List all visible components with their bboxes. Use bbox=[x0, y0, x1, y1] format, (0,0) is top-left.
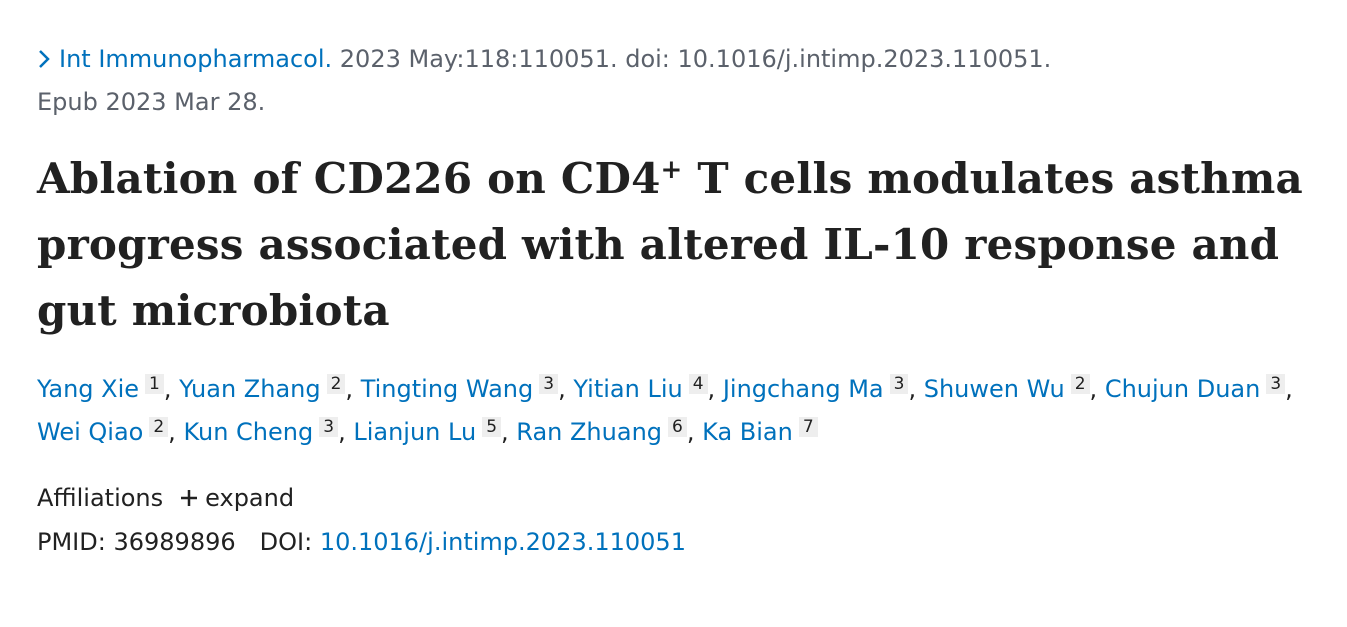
chevron-icon bbox=[39, 50, 50, 68]
author-link[interactable]: Tingting Wang bbox=[360, 375, 534, 403]
affiliation-number[interactable]: 4 bbox=[688, 374, 708, 394]
author-link[interactable]: Shuwen Wu bbox=[923, 375, 1065, 403]
author-link[interactable]: Jingchang Ma bbox=[722, 375, 884, 403]
epub-date: Epub 2023 Mar 28. bbox=[37, 88, 266, 116]
author-link[interactable]: Ran Zhuang bbox=[516, 418, 663, 446]
author-link[interactable]: Wei Qiao bbox=[37, 418, 144, 446]
affiliation-number[interactable]: 3 bbox=[1266, 374, 1286, 394]
affiliation-number[interactable]: 2 bbox=[326, 374, 346, 394]
title-text: T cells modulates asthma progress associ… bbox=[37, 154, 1303, 335]
affiliation-number[interactable]: 5 bbox=[482, 417, 502, 437]
author-link[interactable]: Lianjun Lu bbox=[353, 418, 477, 446]
title-superscript: + bbox=[660, 155, 683, 185]
identifiers: PMID: 36989896 DOI: 10.1016/j.intimp.2023… bbox=[37, 520, 1327, 564]
affiliation-number[interactable]: 3 bbox=[539, 374, 559, 394]
pmid: 36989896 bbox=[113, 528, 236, 556]
separator: , bbox=[707, 375, 716, 403]
affiliation-number[interactable]: 6 bbox=[668, 417, 687, 437]
author-link[interactable]: Yang Xie bbox=[37, 375, 140, 403]
affiliation-number[interactable]: 2 bbox=[149, 417, 169, 437]
separator: , bbox=[1285, 375, 1293, 403]
author-link[interactable]: Yuan Zhang bbox=[179, 375, 321, 403]
affiliation-number[interactable]: 2 bbox=[1070, 374, 1090, 394]
separator: , bbox=[338, 418, 346, 446]
citation-details: 2023 May:118:110051. doi: 10.1016/j.inti… bbox=[339, 45, 1052, 73]
separator: , bbox=[908, 375, 917, 403]
author-list: Yang Xie 1, Yuan Zhang 2, Tingting Wang 3, … bbox=[37, 368, 1327, 454]
journal-link[interactable]: Int Immunopharmacol. bbox=[59, 45, 333, 73]
separator: , bbox=[168, 418, 176, 446]
separator: , bbox=[558, 375, 566, 403]
affiliations-label: Affiliations bbox=[37, 484, 164, 512]
separator: , bbox=[1089, 375, 1098, 403]
separator: , bbox=[345, 375, 354, 403]
separator: , bbox=[163, 375, 172, 403]
author-link[interactable]: Ka Bian bbox=[702, 418, 793, 446]
author-link[interactable]: Kun Cheng bbox=[183, 418, 314, 446]
doi-label: DOI: bbox=[259, 528, 313, 556]
separator: , bbox=[501, 418, 509, 446]
pmid-label: PMID: bbox=[37, 528, 106, 556]
separator: , bbox=[686, 418, 695, 446]
article-title: Ablation of CD226 on CD4+ T cells modula… bbox=[37, 146, 1327, 344]
affiliation-number[interactable]: 3 bbox=[889, 374, 909, 394]
author-link[interactable]: Chujun Duan bbox=[1104, 375, 1261, 403]
affiliation-number[interactable]: 1 bbox=[145, 374, 164, 394]
title-text: Ablation of CD226 on CD4 bbox=[37, 154, 661, 203]
doi-link[interactable]: 10.1016/j.intimp.2023.110051 bbox=[319, 528, 686, 556]
expand-toggle[interactable]: expand bbox=[205, 484, 295, 512]
affiliation-number[interactable]: 3 bbox=[319, 417, 339, 437]
affiliations: Affiliations expand bbox=[37, 476, 1327, 520]
citation: Int Immunopharmacol. 2023 May:118:110051… bbox=[37, 38, 1327, 124]
author-link[interactable]: Yitian Liu bbox=[573, 375, 683, 403]
article-header: Int Immunopharmacol. 2023 May:118:110051… bbox=[37, 38, 1327, 564]
affiliation-number[interactable]: 7 bbox=[798, 417, 818, 437]
plus-icon[interactable] bbox=[179, 488, 199, 508]
